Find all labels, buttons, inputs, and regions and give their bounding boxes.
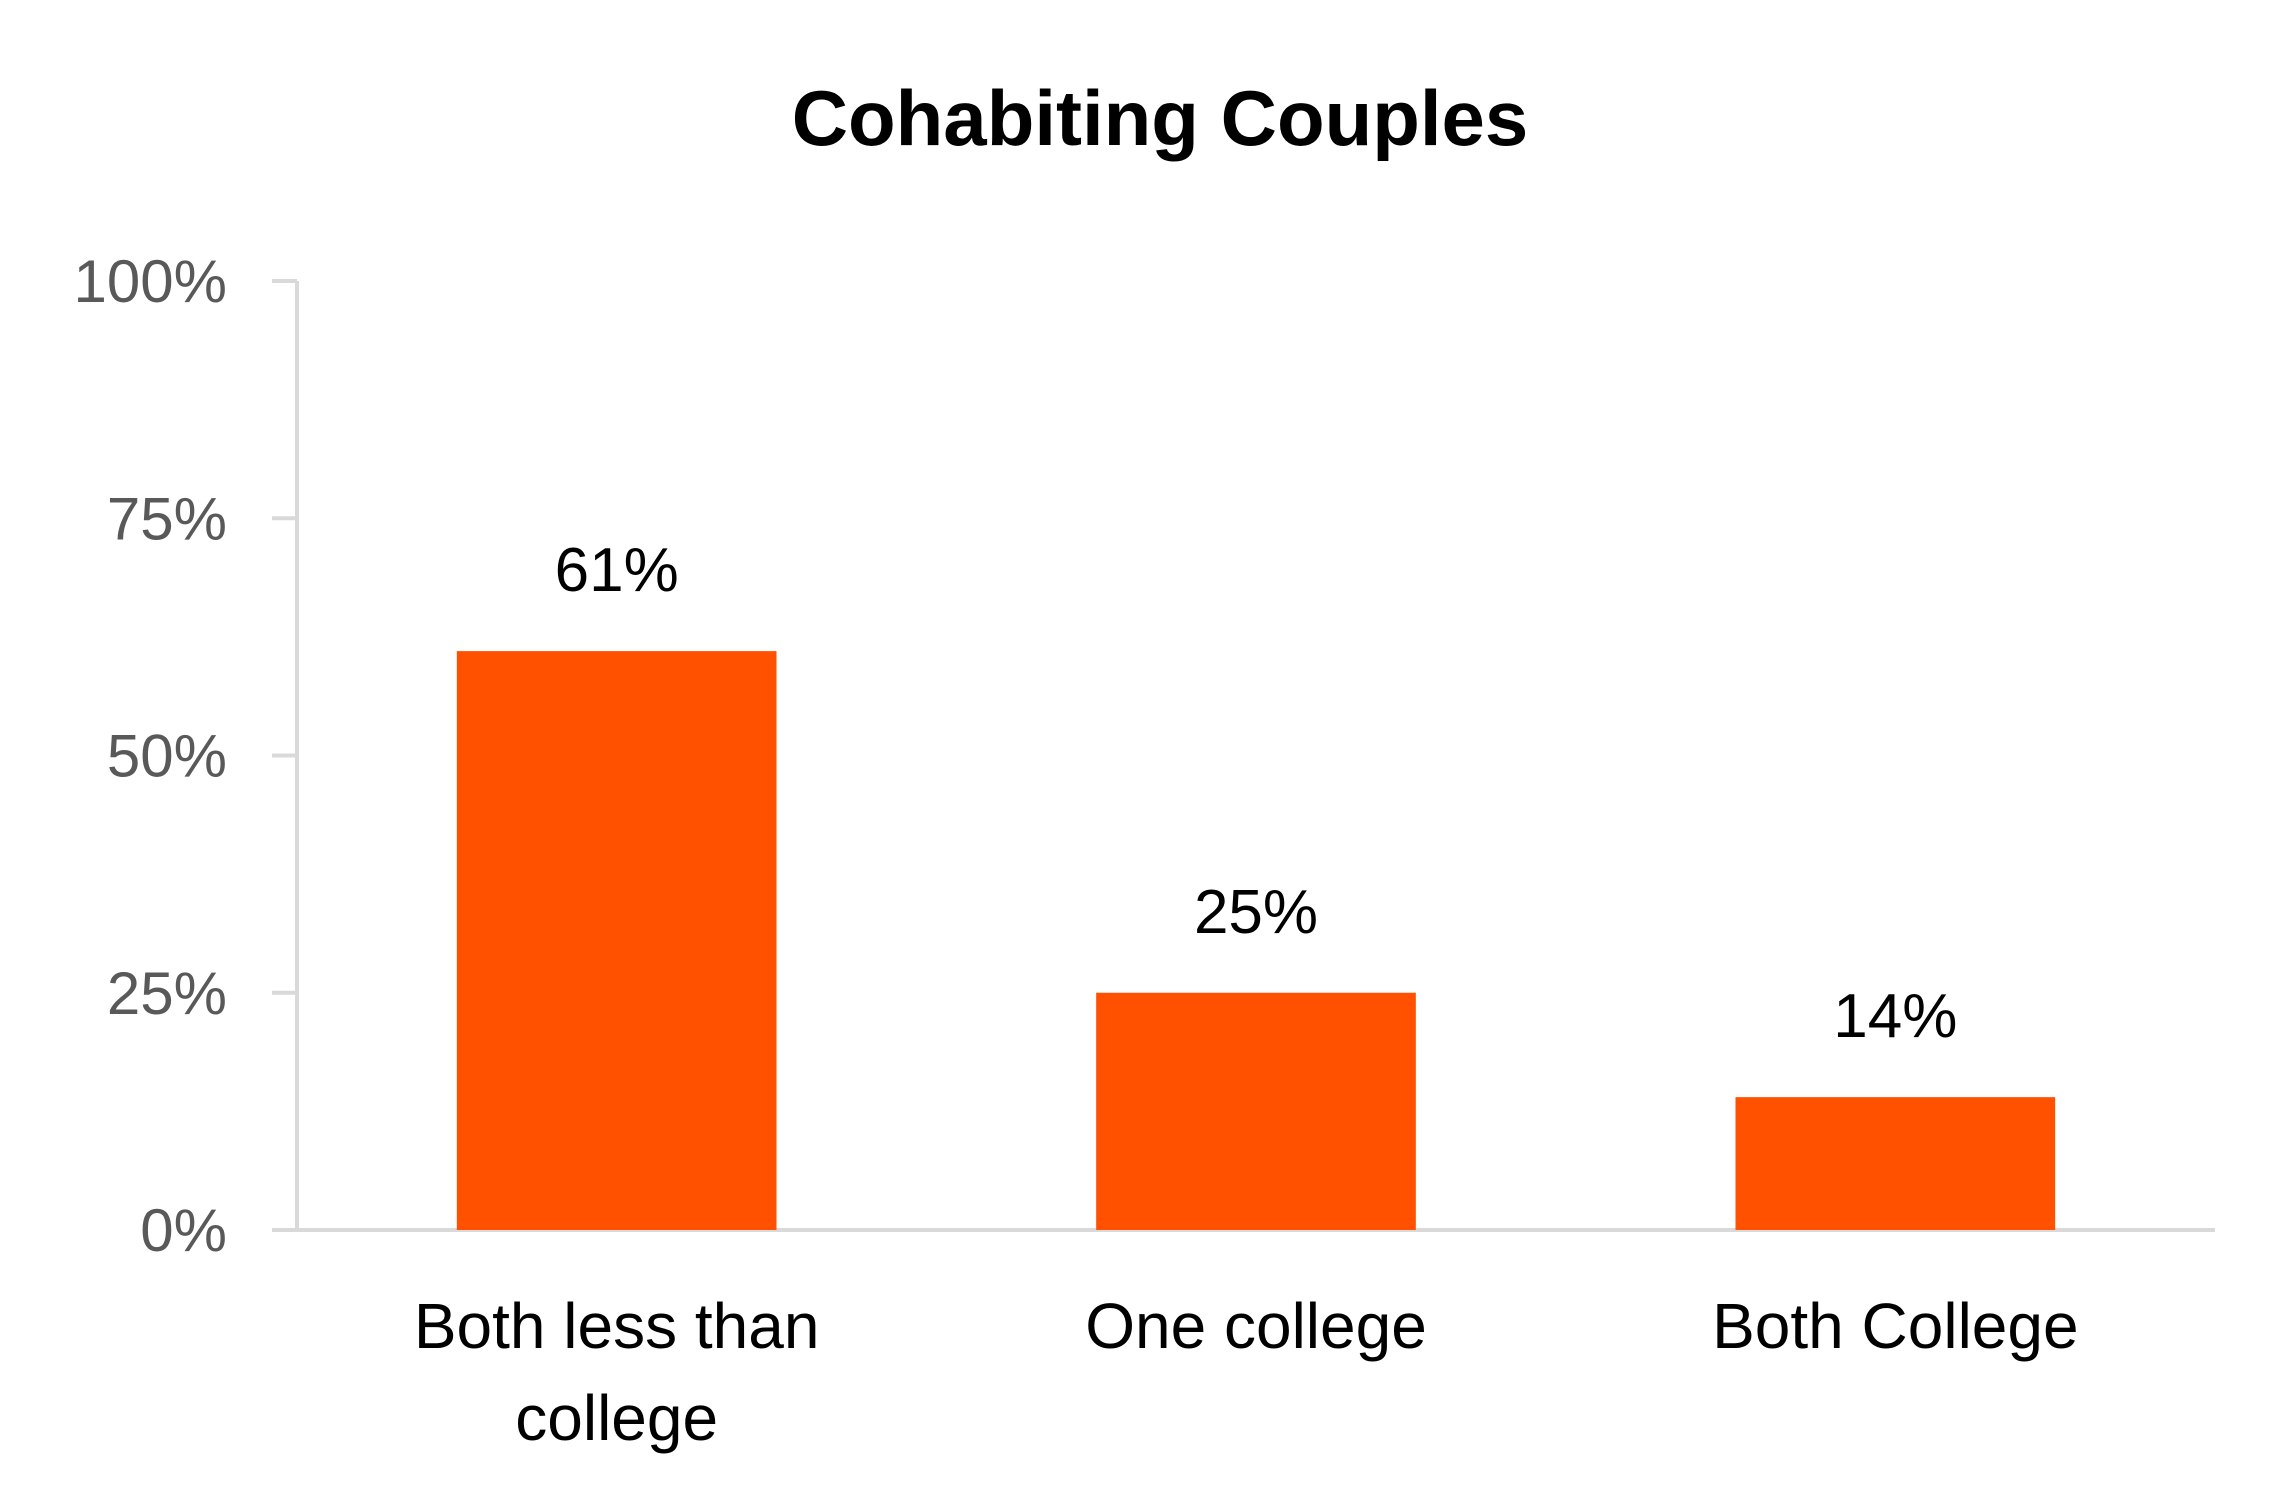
chart-title: Cohabiting Couples: [792, 74, 1529, 162]
bar: [456, 651, 777, 1230]
y-tick-label: 50%: [107, 723, 227, 790]
y-tick-label: 25%: [107, 960, 227, 1027]
labels: 61% Both less than college 25% One college 14…: [414, 536, 2079, 1454]
y-tick-label: 100%: [74, 248, 227, 315]
bars: [456, 651, 2056, 1230]
x-tick-label: One college: [1085, 1290, 1427, 1362]
y-tick-label: 75%: [107, 485, 227, 552]
y-tick-label: 0%: [140, 1197, 227, 1264]
x-tick-label: college: [515, 1382, 718, 1454]
data-label: 14%: [1833, 982, 1957, 1051]
x-tick-label: Both College: [1712, 1290, 2078, 1362]
bar: [1096, 992, 1416, 1230]
x-tick-label: Both less than: [414, 1290, 820, 1362]
bar: [1735, 1097, 2056, 1230]
data-label: 25%: [1194, 878, 1318, 947]
data-label: 61%: [555, 536, 679, 605]
